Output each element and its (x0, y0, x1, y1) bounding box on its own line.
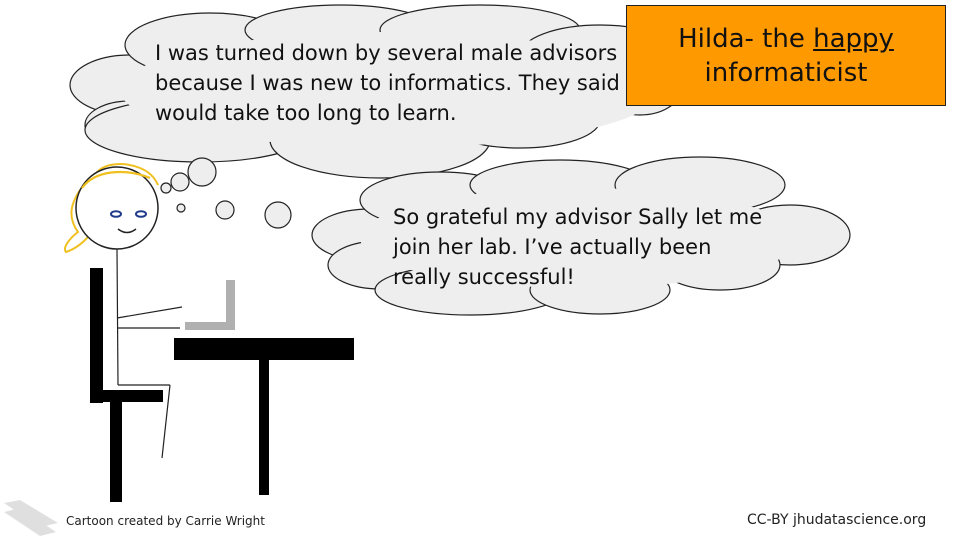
stick-figure-hilda (64, 163, 183, 459)
torso (116, 248, 119, 386)
title-prefix: Hilda- the (678, 23, 814, 54)
desk (174, 338, 354, 495)
thought-bubble-text: I was turned down by several male adviso… (155, 41, 633, 125)
head (75, 166, 159, 250)
laptop-icon (185, 280, 235, 330)
title-line-2: informaticist (704, 57, 868, 88)
arm-upper (116, 306, 183, 319)
left-eye-icon (110, 210, 122, 218)
chair (90, 268, 163, 502)
title-line-1: Hilda- the happy (678, 22, 894, 56)
title-box: Hilda- the happy informaticist (626, 5, 946, 106)
thought-trail (160, 157, 292, 229)
shin (161, 384, 171, 459)
speech-cloud-core (360, 188, 800, 288)
hair (64, 163, 159, 254)
smile (117, 228, 137, 234)
right-credit: CC-BY jhudatascience.org (747, 512, 927, 528)
left-credit: Cartoon created by Carrie Wright (66, 514, 265, 528)
logo-icon (4, 500, 58, 536)
speech-bubble-text: So grateful my advisor Sally let me join… (393, 205, 763, 289)
thought-cloud-core (120, 32, 660, 148)
hair-top (81, 171, 151, 189)
right-eye-icon (135, 210, 147, 218)
title-emphasis: happy (813, 23, 894, 54)
